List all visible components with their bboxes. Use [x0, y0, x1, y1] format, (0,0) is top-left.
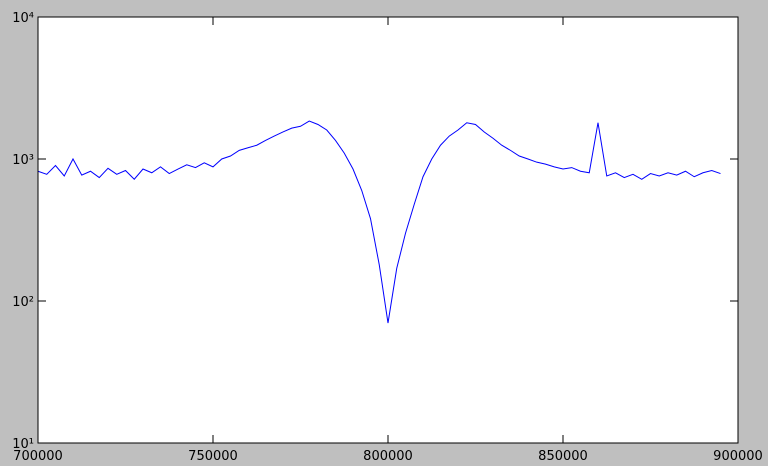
x-tick-label: 800000	[363, 449, 413, 464]
y-tick-label: 10²	[12, 295, 34, 310]
y-tick-label: 10⁴	[12, 11, 34, 26]
x-tick-label: 750000	[188, 449, 238, 464]
x-tick-label: 900000	[713, 449, 763, 464]
data-line	[37, 120, 721, 324]
x-tick-label: 700000	[13, 449, 63, 464]
plot-frame	[37, 16, 739, 444]
y-tick-label: 10¹	[12, 437, 34, 452]
x-tick-label: 850000	[538, 449, 588, 464]
y-tick-label: 10³	[12, 153, 34, 168]
plot-area	[38, 17, 738, 443]
